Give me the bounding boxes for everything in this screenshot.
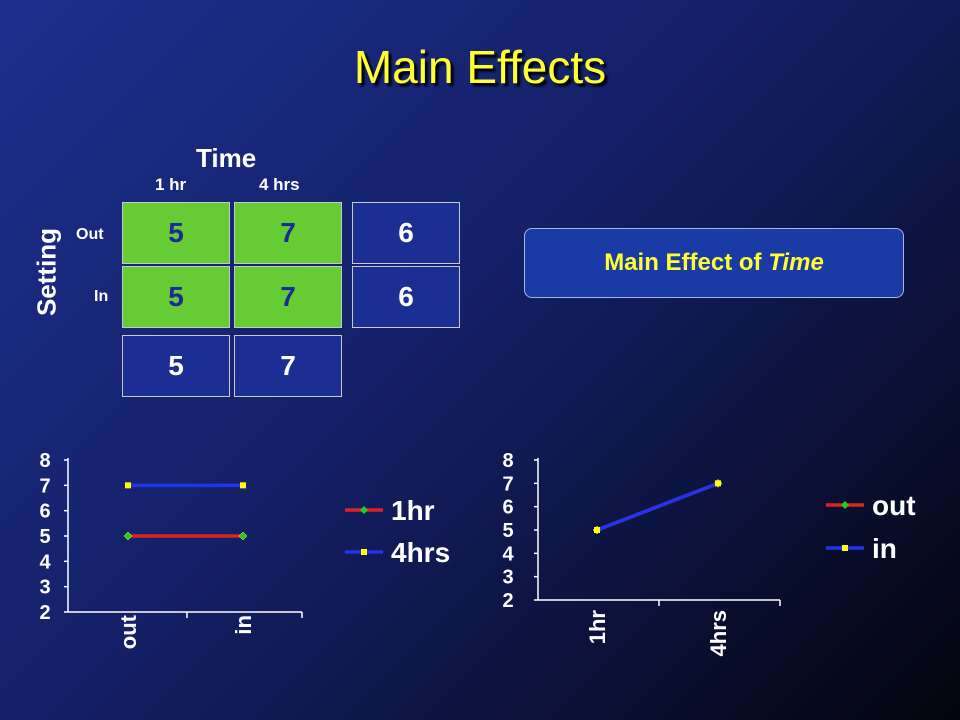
data-point-marker [715, 480, 721, 487]
cell-in-1hr: 5 [122, 266, 230, 328]
x-category-label: out [116, 614, 141, 649]
main-effect-emphasis: Time [768, 249, 824, 276]
column-label-1hr: 1 hr [155, 175, 187, 194]
row-label-out: Out [76, 226, 104, 243]
data-point-marker [125, 482, 131, 489]
y-tick-label: 8 [39, 450, 50, 472]
legend-swatch-marker [841, 501, 849, 509]
data-point-marker [123, 531, 133, 541]
y-tick-label: 8 [502, 450, 513, 472]
series-line [596, 481, 719, 532]
y-tick-label: 3 [39, 577, 50, 599]
main-effect-prefix: Main Effect of [604, 249, 769, 276]
y-tick-label: 3 [502, 567, 513, 589]
legend-swatch-marker [361, 549, 367, 555]
legend-label: 1hr [391, 495, 435, 526]
main-effect-callout: Main Effect of Time [524, 228, 904, 298]
y-tick-label: 7 [39, 475, 50, 497]
y-tick-label: 5 [39, 526, 50, 548]
x-category-label: 4hrs [706, 610, 731, 656]
y-tick-label: 6 [502, 497, 513, 519]
row-label-in: In [94, 288, 109, 305]
legend-swatch-marker [842, 545, 848, 551]
y-tick-label: 5 [502, 520, 513, 542]
cell-in-4hrs: 7 [234, 266, 342, 328]
legend-swatch-marker [360, 506, 368, 514]
cell-out-1hr: 5 [122, 202, 230, 264]
cell-out-4hrs: 7 [234, 202, 342, 264]
chart-setting-by-time: 2 3 4 5 6 7 8 out in 1hr 4hrs [39, 450, 450, 649]
data-point-marker [594, 527, 600, 533]
legend-label: 4hrs [391, 537, 450, 568]
column-mean-1hr: 5 [122, 335, 230, 397]
row-mean-out: 6 [352, 202, 460, 264]
y-tick-label: 4 [39, 551, 51, 573]
y-tick-label: 2 [39, 602, 50, 624]
data-point-marker [238, 531, 248, 541]
time-header: Time [196, 143, 257, 173]
y-tick-label: 4 [502, 543, 514, 565]
slide-title: Main Effects [353, 41, 607, 93]
y-tick-label: 7 [502, 473, 513, 495]
y-tick-label: 2 [502, 590, 513, 612]
legend-label: in [872, 533, 897, 564]
column-mean-4hrs: 7 [234, 335, 342, 397]
data-point-marker [240, 482, 246, 489]
x-category-label: in [231, 615, 256, 635]
x-category-label: 1hr [585, 610, 610, 645]
column-label-4hrs: 4 hrs [259, 175, 300, 194]
y-tick-label: 6 [39, 501, 50, 523]
legend-label: out [872, 490, 916, 521]
row-mean-in: 6 [352, 266, 460, 328]
